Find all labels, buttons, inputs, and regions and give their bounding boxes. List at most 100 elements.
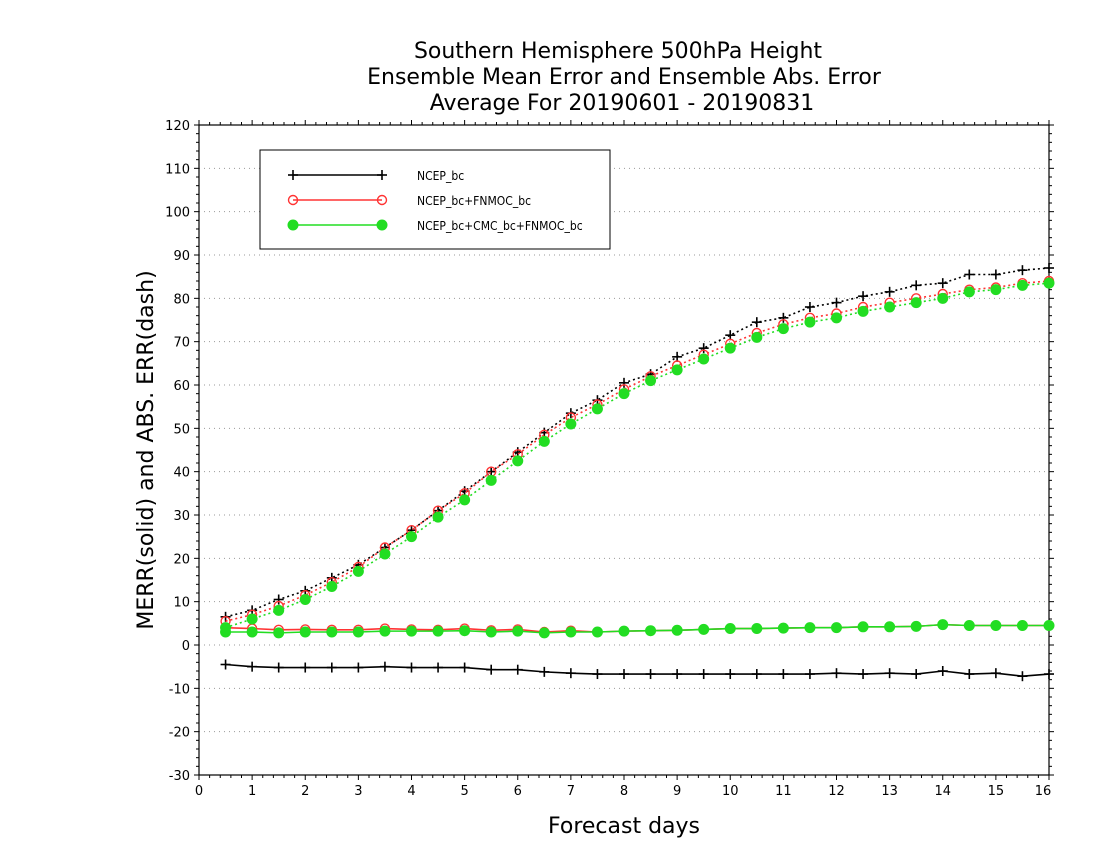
x-tick-label: 8 [620, 784, 628, 799]
mean-error-point [618, 625, 630, 637]
y-axis-label: MERR(solid) and ABS. ERR(dash) [134, 270, 159, 629]
abs-error-point [804, 302, 815, 312]
y-tick-label: 20 [173, 552, 190, 567]
series-2 [220, 275, 1055, 638]
series-layer [220, 263, 1055, 682]
grid [199, 167, 1049, 733]
mean-error-point [804, 669, 815, 680]
mean-error-point [858, 669, 869, 680]
x-tick-label: 3 [354, 784, 362, 799]
series-1 [220, 263, 1054, 682]
y-tick-label: -30 [169, 769, 190, 784]
mean-error-point [1017, 671, 1028, 682]
abs-error-point [538, 435, 550, 447]
legend: NCEP_bc NCEP_bc+FNMOC_bc NCEP_bc+CMC_bc+FN… [259, 149, 611, 250]
abs-error-point [459, 494, 471, 506]
x-tick-label: 14 [934, 784, 951, 799]
abs-error-point [352, 565, 364, 577]
mean-error-point [406, 625, 417, 637]
abs-error-point [857, 305, 869, 317]
mean-error-point [831, 622, 842, 634]
mean-error-point [857, 621, 869, 633]
mean-error-point [672, 669, 683, 680]
mean-error-point [671, 624, 683, 636]
abs-error-point [990, 269, 1001, 280]
mean-error-point [1016, 620, 1028, 631]
mean-error-point [353, 662, 364, 673]
legend-marker [288, 170, 298, 180]
mean-error-point [698, 623, 710, 635]
mean-error-point [485, 626, 497, 638]
abs-error-point [591, 403, 603, 415]
abs-error-point [698, 343, 709, 354]
abs-error-point [831, 312, 842, 324]
mean-error-point [645, 669, 656, 680]
mean-error-point [725, 669, 736, 680]
legend-label: NCEP_bc+CMC_bc+FNMOC_bc [417, 219, 583, 233]
mean-error-point [937, 666, 948, 676]
abs-error-point [671, 364, 683, 376]
mean-error-point [911, 669, 922, 680]
mean-error-point [538, 627, 550, 639]
title-line-2: Ensemble Mean Error and Ensemble Abs. Er… [367, 65, 882, 90]
mean-error-point [724, 623, 736, 635]
mean-error-point [884, 668, 895, 679]
mean-error-point [751, 669, 762, 680]
legend-marker [376, 219, 388, 231]
legend-marker [377, 170, 387, 180]
mean-error-point [990, 620, 1002, 631]
abs-error-point [777, 323, 789, 335]
x-tick-label: 11 [775, 784, 792, 799]
mean-error-point [247, 661, 258, 672]
y-tick-label: 100 [165, 206, 190, 221]
mean-error-point [592, 669, 603, 680]
mean-error-point [246, 626, 258, 638]
mean-error-point [963, 620, 975, 631]
mean-error-point [300, 662, 311, 673]
abs-error-point [1017, 265, 1028, 276]
mean-error-point [831, 668, 842, 679]
mean-error-point [220, 626, 232, 638]
mean-error-point [777, 622, 789, 634]
mean-error-point [698, 669, 709, 680]
chart-title: Southern Hemisphere 500hPa Height Ensemb… [367, 39, 882, 116]
abs-error-point [1044, 263, 1054, 273]
series-3 [220, 277, 1055, 639]
x-tick-label: 5 [460, 784, 468, 799]
mean-error-point [778, 669, 789, 680]
y-tick-label: 120 [165, 119, 190, 134]
abs-error-point [619, 377, 629, 388]
mean-error-point [910, 620, 922, 632]
y-tick-label: 40 [173, 466, 190, 481]
x-tick-label: 1 [248, 784, 256, 799]
x-tick-label: 16 [1035, 784, 1052, 799]
legend-marker [376, 194, 388, 206]
y-tick-label: -10 [169, 682, 190, 697]
mean-error-point [804, 622, 816, 634]
abs-error-point [884, 286, 895, 297]
abs-error-point [804, 316, 816, 328]
abs-error-point [911, 280, 922, 291]
mean-error-point [220, 659, 231, 670]
mean-error-point [565, 626, 577, 638]
mean-error-line [225, 623, 1049, 634]
abs-error-point [512, 455, 524, 467]
mean-error-point [352, 626, 364, 638]
x-tick-label: 0 [195, 784, 203, 799]
abs-error-point [299, 594, 311, 605]
y-tick-label: 10 [173, 596, 190, 611]
abs-error-point [379, 548, 391, 560]
mean-error-point [459, 662, 470, 673]
mean-error-point [326, 626, 338, 638]
mean-error-point [1043, 620, 1055, 631]
x-tick-label: 4 [407, 784, 415, 799]
y-tick-label: 60 [173, 379, 190, 394]
legend-label: NCEP_bc [417, 169, 464, 183]
mean-error-point [379, 625, 391, 637]
x-tick-label: 7 [567, 784, 575, 799]
mean-error-point [751, 623, 763, 635]
abs-error-point [645, 375, 657, 387]
mean-error-point [273, 627, 285, 639]
mean-error-point [512, 625, 524, 637]
